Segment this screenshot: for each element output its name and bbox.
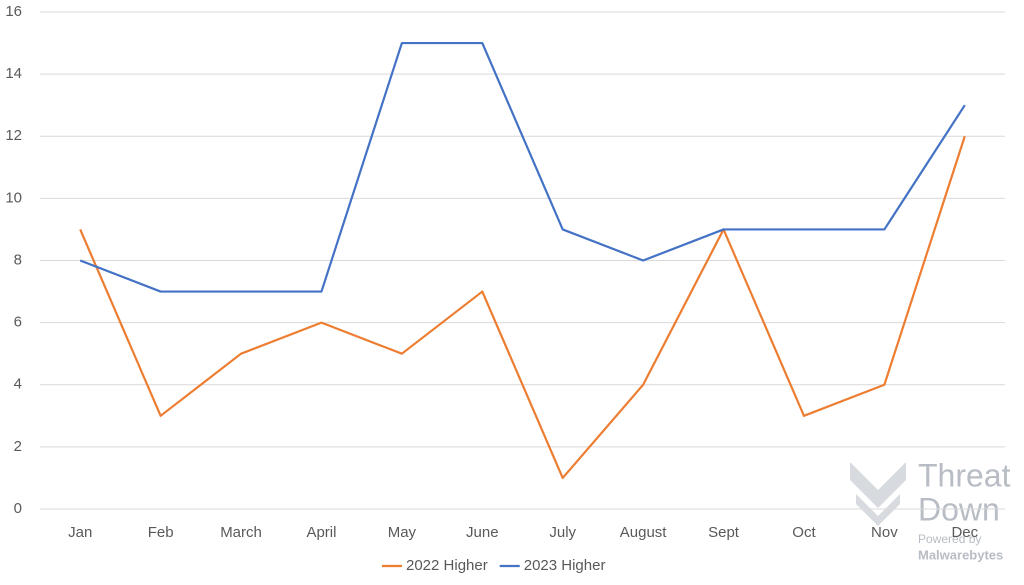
x-tick-label: Feb <box>148 524 174 541</box>
watermark-text: Malwarebytes <box>918 547 1003 562</box>
y-tick-label: 2 <box>14 438 22 455</box>
y-tick-label: 10 <box>5 189 22 206</box>
watermark-logo <box>850 462 906 526</box>
watermark-text: Threat <box>918 457 1011 493</box>
y-tick-label: 0 <box>14 500 22 517</box>
x-tick-label: May <box>388 524 417 541</box>
x-tick-label: June <box>466 524 499 541</box>
x-tick-label: Dec <box>951 524 978 541</box>
series-line <box>79 135 966 480</box>
x-tick-label: Jan <box>68 524 92 541</box>
y-tick-label: 16 <box>5 3 22 20</box>
y-tick-label: 14 <box>5 65 22 82</box>
legend-label: 2023 Higher <box>524 557 606 574</box>
y-tick-label: 8 <box>14 251 22 268</box>
y-tick-label: 4 <box>14 376 22 393</box>
x-tick-label: Oct <box>792 524 816 541</box>
y-tick-label: 6 <box>14 314 22 331</box>
x-tick-label: March <box>220 524 262 541</box>
y-tick-label: 12 <box>5 127 22 144</box>
series-line <box>79 41 966 293</box>
x-tick-label: Nov <box>871 524 898 541</box>
x-tick-label: August <box>620 524 668 541</box>
legend-label: 2022 Higher <box>406 557 488 574</box>
watermark-text: Powered by <box>918 532 981 546</box>
x-tick-label: April <box>306 524 336 541</box>
x-tick-label: July <box>549 524 576 541</box>
x-tick-label: Sept <box>708 524 740 541</box>
